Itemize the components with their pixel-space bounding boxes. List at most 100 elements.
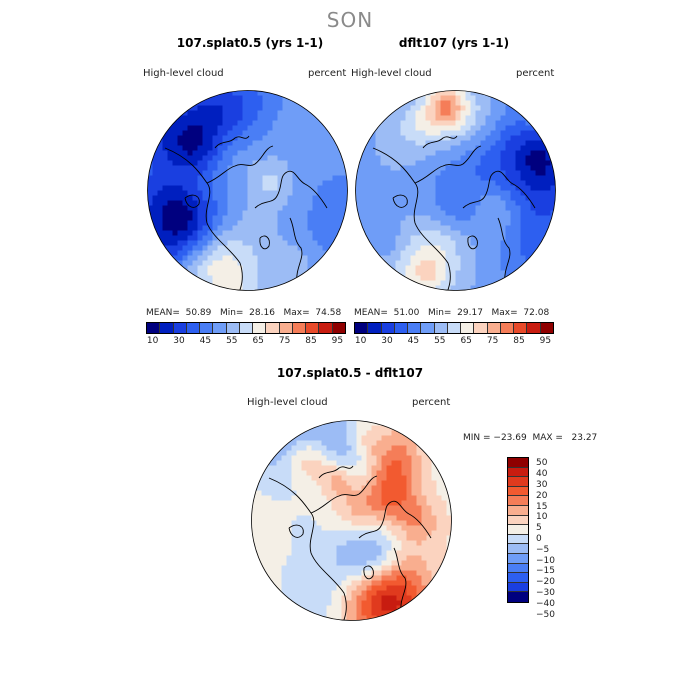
map-cell (370, 185, 376, 191)
map-cell (197, 280, 203, 286)
map-cell (326, 540, 332, 546)
map-cell (355, 180, 361, 186)
map-cell (316, 605, 322, 611)
map-cell (490, 110, 496, 116)
map-cell (525, 170, 531, 176)
map-cell (312, 175, 318, 181)
map-cell (177, 210, 183, 216)
map-cell (411, 520, 417, 526)
colorbar-swatch (508, 582, 528, 593)
map-cell (450, 175, 456, 181)
map-cell (321, 480, 327, 486)
map-cell (510, 190, 516, 196)
map-cell (321, 495, 327, 501)
map-cell (247, 215, 253, 221)
map-cell (510, 155, 516, 161)
map-cell (400, 235, 406, 241)
map-cell (271, 520, 277, 526)
map-cell (426, 555, 432, 561)
map-cell (327, 215, 333, 221)
map-cell (371, 585, 377, 591)
colorbar-swatch (200, 323, 214, 333)
map-cell (395, 245, 401, 251)
map-cell (356, 470, 362, 476)
map-cell (416, 595, 422, 601)
map-cell (207, 120, 213, 126)
map-cell (490, 275, 496, 281)
map-cell (415, 110, 421, 116)
map-cell (257, 255, 263, 261)
map-cell (391, 590, 397, 596)
map-cell (395, 170, 401, 176)
colorbar-tick-label: 20 (536, 490, 548, 501)
map-cell (197, 250, 203, 256)
map-cell (385, 175, 391, 181)
map-cell (475, 110, 481, 116)
map-cell (386, 585, 392, 591)
map-cell (187, 235, 193, 241)
map-cell (306, 590, 312, 596)
map-cell (485, 145, 491, 151)
map-cell (172, 145, 178, 151)
map-cell (312, 145, 318, 151)
coastline (254, 170, 328, 209)
map-cell (257, 200, 263, 206)
map-cell (212, 265, 218, 271)
map-cell (242, 280, 248, 286)
map-cell (410, 125, 416, 131)
map-cell (217, 240, 223, 246)
map-cell (470, 185, 476, 191)
map-cell (405, 245, 411, 251)
map-cell (485, 280, 491, 286)
map-cell (455, 95, 461, 101)
map-cell (307, 120, 313, 126)
map-cell (291, 560, 297, 566)
map-cell (530, 195, 536, 201)
map-cell (421, 535, 427, 541)
map-cell (380, 250, 386, 256)
colorbar-swatch (508, 592, 528, 602)
map-cell (157, 230, 163, 236)
map-cell (307, 145, 313, 151)
map-cell (157, 235, 163, 241)
map-cell (267, 130, 273, 136)
map-cell (217, 140, 223, 146)
map-cell (416, 445, 422, 451)
map-cell (316, 580, 322, 586)
map-cell (485, 130, 491, 136)
map-cell (401, 525, 407, 531)
map-cell (251, 535, 257, 541)
map-cell (331, 450, 337, 456)
map-cell (242, 225, 248, 231)
map-cell (356, 515, 362, 521)
map-cell (317, 185, 323, 191)
map-cell (505, 270, 511, 276)
map-cell (252, 165, 258, 171)
map-cell (415, 190, 421, 196)
map-cell (317, 135, 323, 141)
map-cell (470, 285, 476, 291)
map-cell (376, 505, 382, 511)
map-cell (391, 435, 397, 441)
map-cell (281, 510, 287, 516)
map-cell (495, 255, 501, 261)
map-cell (495, 155, 501, 161)
map-cell (286, 500, 292, 506)
map-cell (182, 235, 188, 241)
map-cell (401, 495, 407, 501)
map-cell (405, 140, 411, 146)
map-cell (410, 170, 416, 176)
map-cell (197, 220, 203, 226)
map-cell (406, 540, 412, 546)
map-cell (307, 230, 313, 236)
map-cell (282, 185, 288, 191)
map-cell (495, 185, 501, 191)
map-cell (297, 135, 303, 141)
map-cell (465, 210, 471, 216)
map-cell (321, 555, 327, 561)
map-cell (465, 225, 471, 231)
map-cell (321, 500, 327, 506)
map-cell (341, 510, 347, 516)
map-cell (242, 95, 248, 101)
map-cell (346, 470, 352, 476)
